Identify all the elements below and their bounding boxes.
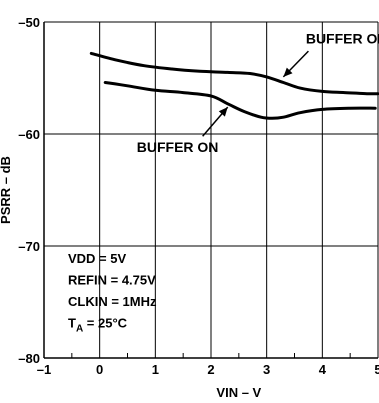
y-axis-title: PSRR – dB xyxy=(0,156,13,224)
condition-line: REFIN = 4.75V xyxy=(68,273,156,288)
x-tick-label: –1 xyxy=(37,362,51,377)
annotation-buffer-on: BUFFER ON xyxy=(137,139,219,155)
series-layer xyxy=(89,51,379,120)
condition-line: TA = 25°C xyxy=(68,316,128,335)
x-tick-label: 0 xyxy=(96,362,103,377)
y-tick-label: –80 xyxy=(18,351,40,366)
text-layer: VIN – V PSRR – dB VDD = 5V REFIN = 4.75V CLK… xyxy=(0,156,262,400)
x-tick-label: 4 xyxy=(319,362,327,377)
arrow-buffer-on-head xyxy=(218,107,228,117)
y-tick-label: –60 xyxy=(18,127,40,142)
tick-layer: –1 0 1 2 3 4 5 –50 –60 –70 –80 xyxy=(18,15,379,377)
series-line-buffer-off xyxy=(89,51,379,96)
x-tick-label: 2 xyxy=(207,362,214,377)
x-tick-label: 3 xyxy=(263,362,270,377)
y-tick-label: –50 xyxy=(18,15,40,30)
x-tick-label: 5 xyxy=(374,362,379,377)
y-tick-label: –70 xyxy=(18,239,40,254)
series-line-buffer-on xyxy=(103,81,377,120)
arrow-buffer-off-head xyxy=(283,67,293,77)
x-axis-title: VIN – V xyxy=(216,385,261,400)
annotation-buffer-off: BUFFER OFF xyxy=(306,30,379,46)
condition-line: CLKIN = 1MHz xyxy=(68,294,157,309)
x-tick-label: 1 xyxy=(152,362,159,377)
condition-line: VDD = 5V xyxy=(68,251,126,266)
annotation-layer: BUFFER OFF BUFFER ON xyxy=(137,30,379,155)
